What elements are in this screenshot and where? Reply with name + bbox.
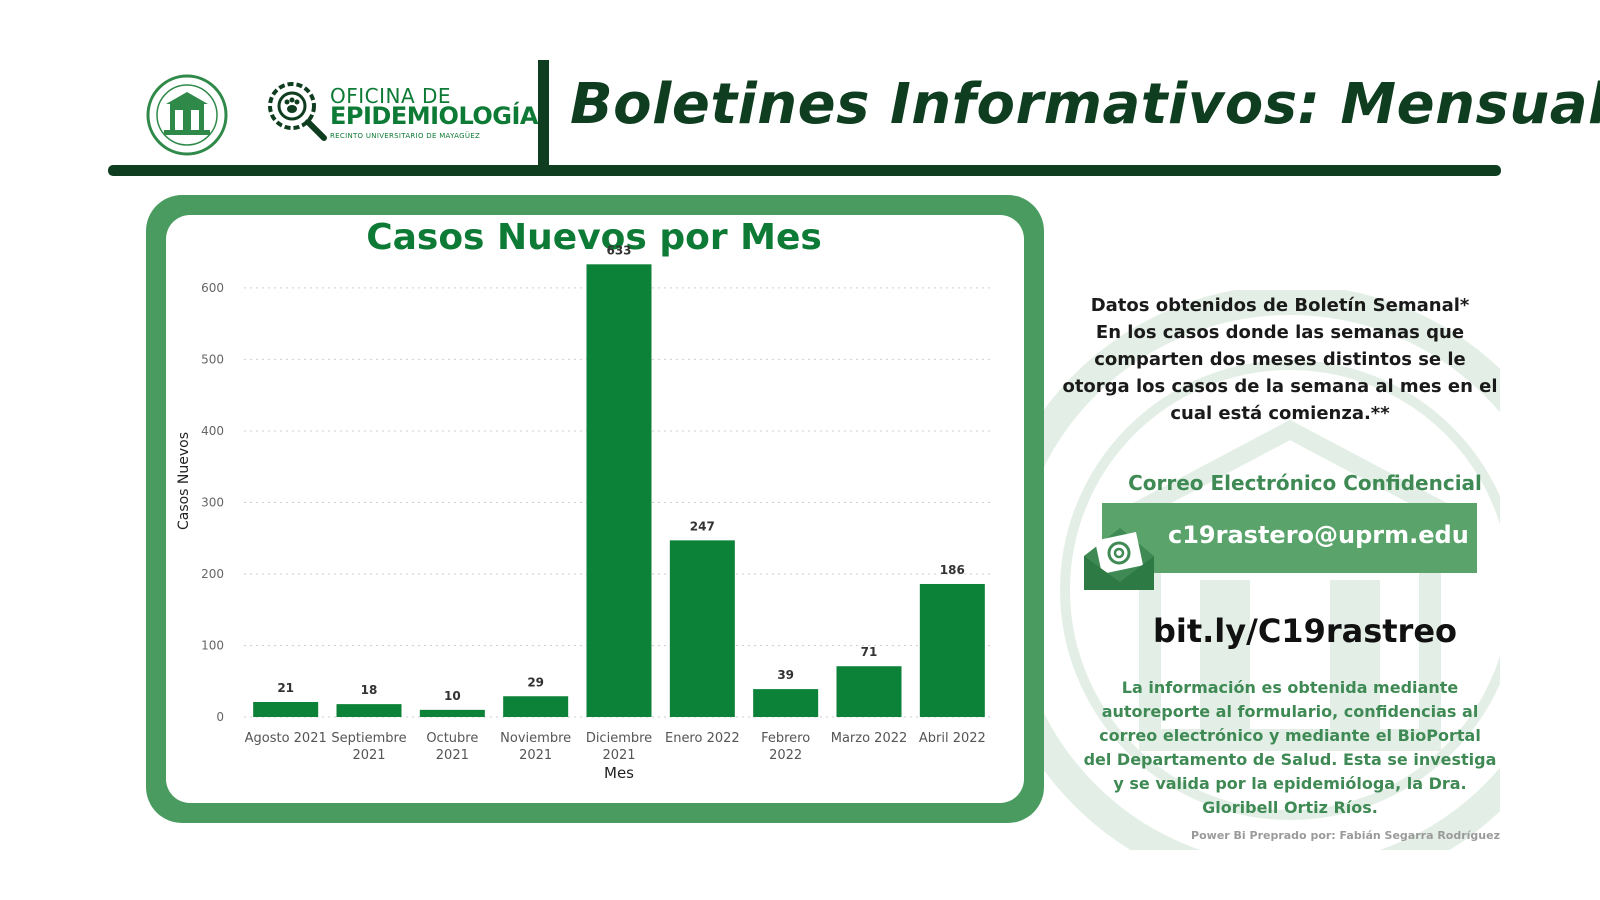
x-axis-label: Mes xyxy=(604,764,634,782)
bar xyxy=(753,689,819,717)
y-tick-label: 600 xyxy=(201,281,224,295)
data-label: 10 xyxy=(444,689,461,703)
info-line: y se valida por la epidemióloga, la Dra. xyxy=(1113,774,1467,793)
info-line: La información es obtenida mediante xyxy=(1121,678,1459,697)
x-tick-label: 2022 xyxy=(769,748,802,763)
y-axis-label: Casos Nuevos xyxy=(176,432,192,530)
info-line: Gloribell Ortiz Ríos. xyxy=(1202,798,1378,817)
note-line: En los casos donde las semanas que xyxy=(1095,322,1465,343)
x-tick-label: 2021 xyxy=(519,748,552,763)
bar xyxy=(419,709,485,717)
info-line: del Departamento de Salud. Esta se inves… xyxy=(1083,750,1497,769)
chart-title: Casos Nuevos por Mes xyxy=(366,217,822,258)
info-line: correo electrónico y mediante el BioPort… xyxy=(1099,726,1481,745)
data-label: 21 xyxy=(277,681,294,695)
bar xyxy=(919,583,985,717)
bar xyxy=(586,264,652,717)
note-line: comparten dos meses distintos se le xyxy=(1094,349,1466,370)
header-horizontal-divider xyxy=(108,165,1501,176)
header-vertical-divider xyxy=(538,60,549,165)
x-tick-label: 2021 xyxy=(352,748,385,763)
bar xyxy=(253,701,319,717)
bar xyxy=(503,696,569,717)
epidemiology-office-logo: OFICINA DE EPIDEMIOLOGÍA RECINTO UNIVERS… xyxy=(258,72,539,146)
data-notes: Datos obtenidos de Boletín Semanal* En l… xyxy=(1060,292,1500,427)
x-tick-label: 2021 xyxy=(602,748,635,763)
x-tick-label: Octubre xyxy=(426,731,478,746)
note-line: Datos obtenidos de Boletín Semanal* xyxy=(1090,295,1470,316)
short-link[interactable]: bit.ly/C19rastreo xyxy=(1152,612,1458,650)
paw-magnifier-icon xyxy=(268,82,327,141)
x-tick-label: Febrero xyxy=(761,731,810,746)
email-address[interactable]: c19rastero@uprm.edu xyxy=(1168,521,1469,549)
x-tick-label: Marzo 2022 xyxy=(831,731,908,746)
credit-text: Power Bi Preprado por: Fabián Segarra Ro… xyxy=(1191,829,1500,842)
note-line: cual está comienza.** xyxy=(1170,403,1390,424)
logo-line2: EPIDEMIOLOGÍA xyxy=(330,102,539,130)
note-line: otorga los casos de la semana al mes en … xyxy=(1062,376,1498,397)
x-tick-label: Septiembre xyxy=(331,731,406,746)
y-tick-label: 200 xyxy=(201,567,224,581)
data-label: 29 xyxy=(527,675,544,689)
x-tick-label: Diciembre xyxy=(586,731,652,746)
bar xyxy=(336,704,402,717)
data-label: 18 xyxy=(361,683,378,697)
x-tick-label: Abril 2022 xyxy=(919,731,986,746)
x-tick-label: Noviembre xyxy=(500,731,571,746)
bar xyxy=(836,666,902,717)
email-box[interactable]: c19rastero@uprm.edu xyxy=(1102,503,1477,573)
y-tick-label: 400 xyxy=(201,424,224,438)
university-seal-icon xyxy=(146,74,228,156)
email-heading: Correo Electrónico Confidencial xyxy=(1128,471,1482,495)
bar-chart: 0 100 200 300 400 500 600 Casos Nuevos 21 Agosto … xyxy=(176,243,994,782)
data-label: 247 xyxy=(690,519,715,533)
logo-line3: RECINTO UNIVERSITARIO DE MAYAGÜEZ xyxy=(330,132,481,140)
y-tick-label: 500 xyxy=(201,352,224,366)
page-title: Boletines Informativos: Mensual xyxy=(570,72,1600,137)
y-tick-label: 100 xyxy=(201,638,224,652)
logo-line1: OFICINA DE xyxy=(330,84,452,108)
info-text: La información es obtenida mediante auto… xyxy=(1080,676,1500,820)
bar xyxy=(669,540,735,717)
y-tick-label: 300 xyxy=(201,495,224,509)
data-label: 71 xyxy=(861,645,878,659)
y-tick-label: 0 xyxy=(216,710,224,724)
envelope-at-icon xyxy=(1084,528,1154,590)
x-tick-label: Agosto 2021 xyxy=(245,731,327,746)
data-label: 633 xyxy=(606,243,631,257)
info-line: autoreporte al formulario, confidencias … xyxy=(1101,702,1479,721)
data-label: 186 xyxy=(940,563,965,577)
x-tick-label: 2021 xyxy=(436,748,469,763)
x-tick-label: Enero 2022 xyxy=(665,731,740,746)
data-label: 39 xyxy=(777,668,794,682)
